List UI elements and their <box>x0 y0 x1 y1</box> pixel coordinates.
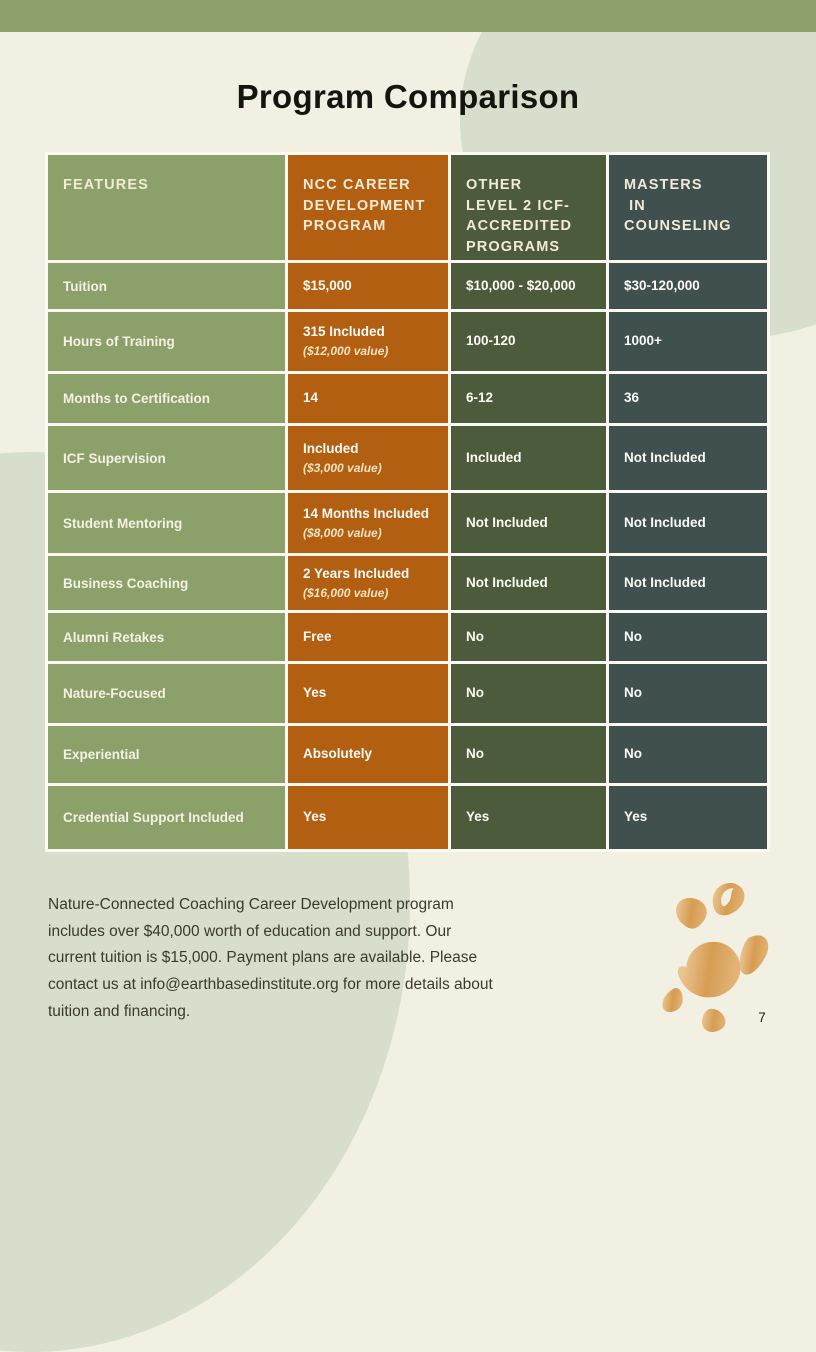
page-number: 7 <box>758 1010 766 1025</box>
feature-cell: Alumni Retakes <box>48 613 285 661</box>
value-cell-other: 6-12 <box>451 374 606 423</box>
value-cell-ncc: 14 Months Included ($8,000 value) <box>288 493 448 553</box>
value-cell-ncc: 14 <box>288 374 448 423</box>
value-cell-other: No <box>451 613 606 661</box>
tuition-footer-note: Nature-Connected Coaching Career Develop… <box>48 896 493 1020</box>
column-header-other: OTHER LEVEL 2 ICF- ACCREDITED PROGRAMS <box>451 155 606 260</box>
page-title: Program Comparison <box>236 78 580 115</box>
comparison-table: FEATURES NCC CAREER DEVELOPMENT PROGRAM OT… <box>45 152 770 852</box>
value-cell-masters: $30-120,000 <box>609 263 767 309</box>
value-cell-masters: No <box>609 613 767 661</box>
feature-cell: Student Mentoring <box>48 493 285 553</box>
column-header-features: FEATURES <box>48 155 285 260</box>
value-cell-other: 100-120 <box>451 312 606 371</box>
feature-cell: Experiential <box>48 726 285 783</box>
feature-cell: Business Coaching <box>48 556 285 610</box>
turtle-spiral-icon <box>662 883 769 1033</box>
feature-cell: Hours of Training <box>48 312 285 371</box>
value-cell-other: Yes <box>451 786 606 849</box>
feature-cell: ICF Supervision <box>48 426 285 490</box>
top-accent-bar <box>0 0 816 32</box>
value-cell-other: No <box>451 726 606 783</box>
value-cell-other: $10,000 - $20,000 <box>451 263 606 309</box>
value-cell-masters: 1000+ <box>609 312 767 371</box>
feature-cell: Credential Support Included <box>48 786 285 849</box>
column-header-masters: MASTERS IN COUNSELING <box>609 155 767 260</box>
feature-cell: Tuition <box>48 263 285 309</box>
value-cell-ncc: 315 Included ($12,000 value) <box>288 312 448 371</box>
value-cell-masters: No <box>609 664 767 723</box>
value-cell-masters: Not Included <box>609 493 767 553</box>
value-cell-masters: Not Included <box>609 426 767 490</box>
value-cell-masters: 36 <box>609 374 767 423</box>
feature-cell: Nature-Focused <box>48 664 285 723</box>
value-cell-other: Included <box>451 426 606 490</box>
feature-cell: Months to Certification <box>48 374 285 423</box>
value-cell-ncc: Included ($3,000 value) <box>288 426 448 490</box>
column-header-ncc: NCC CAREER DEVELOPMENT PROGRAM <box>288 155 448 260</box>
value-cell-masters: Not Included <box>609 556 767 610</box>
value-cell-ncc: $15,000 <box>288 263 448 309</box>
value-cell-ncc: Absolutely <box>288 726 448 783</box>
value-cell-ncc: 2 Years Included ($16,000 value) <box>288 556 448 610</box>
value-cell-other: Not Included <box>451 493 606 553</box>
value-cell-masters: Yes <box>609 786 767 849</box>
value-cell-ncc: Free <box>288 613 448 661</box>
value-cell-ncc: Yes <box>288 786 448 849</box>
value-cell-other: Not Included <box>451 556 606 610</box>
value-cell-other: No <box>451 664 606 723</box>
value-cell-ncc: Yes <box>288 664 448 723</box>
value-cell-masters: No <box>609 726 767 783</box>
